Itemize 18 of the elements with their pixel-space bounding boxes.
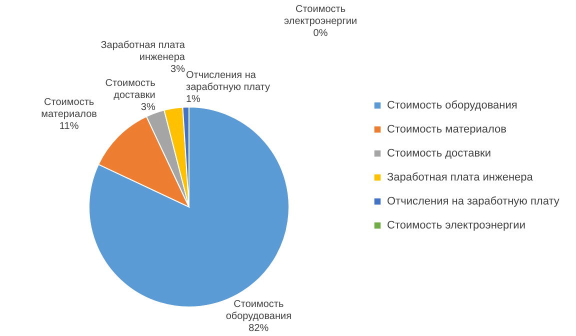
data-label: 3% bbox=[140, 102, 156, 113]
text: 0% bbox=[313, 28, 328, 39]
data-label: 11% bbox=[59, 121, 79, 132]
slice-label: Стоимость оборудования bbox=[226, 298, 292, 322]
slice-label: Стоимость доставки bbox=[105, 78, 156, 101]
data-label: 82% bbox=[248, 322, 269, 334]
legend-label: Стоимость доставки bbox=[387, 148, 491, 160]
legend-label: Стоимость оборудования bbox=[387, 100, 518, 112]
legend-label: Стоимость материалов bbox=[387, 124, 507, 136]
legend-label: Отчисления на заработную плату bbox=[387, 196, 560, 208]
category-label: Стоимость электроэнергии bbox=[284, 4, 358, 27]
data-label: 1% bbox=[186, 94, 201, 105]
slice-label: Отчисления на заработную плату bbox=[186, 70, 270, 93]
legend-label: Заработная плата инженера bbox=[387, 172, 534, 184]
slice-label: Заработная плата инженера bbox=[100, 40, 186, 63]
legend-label: Стоимость электроэнергии bbox=[387, 220, 526, 232]
data-label: 3% bbox=[170, 64, 186, 75]
slice-label: Стоимость материалов bbox=[41, 97, 97, 120]
